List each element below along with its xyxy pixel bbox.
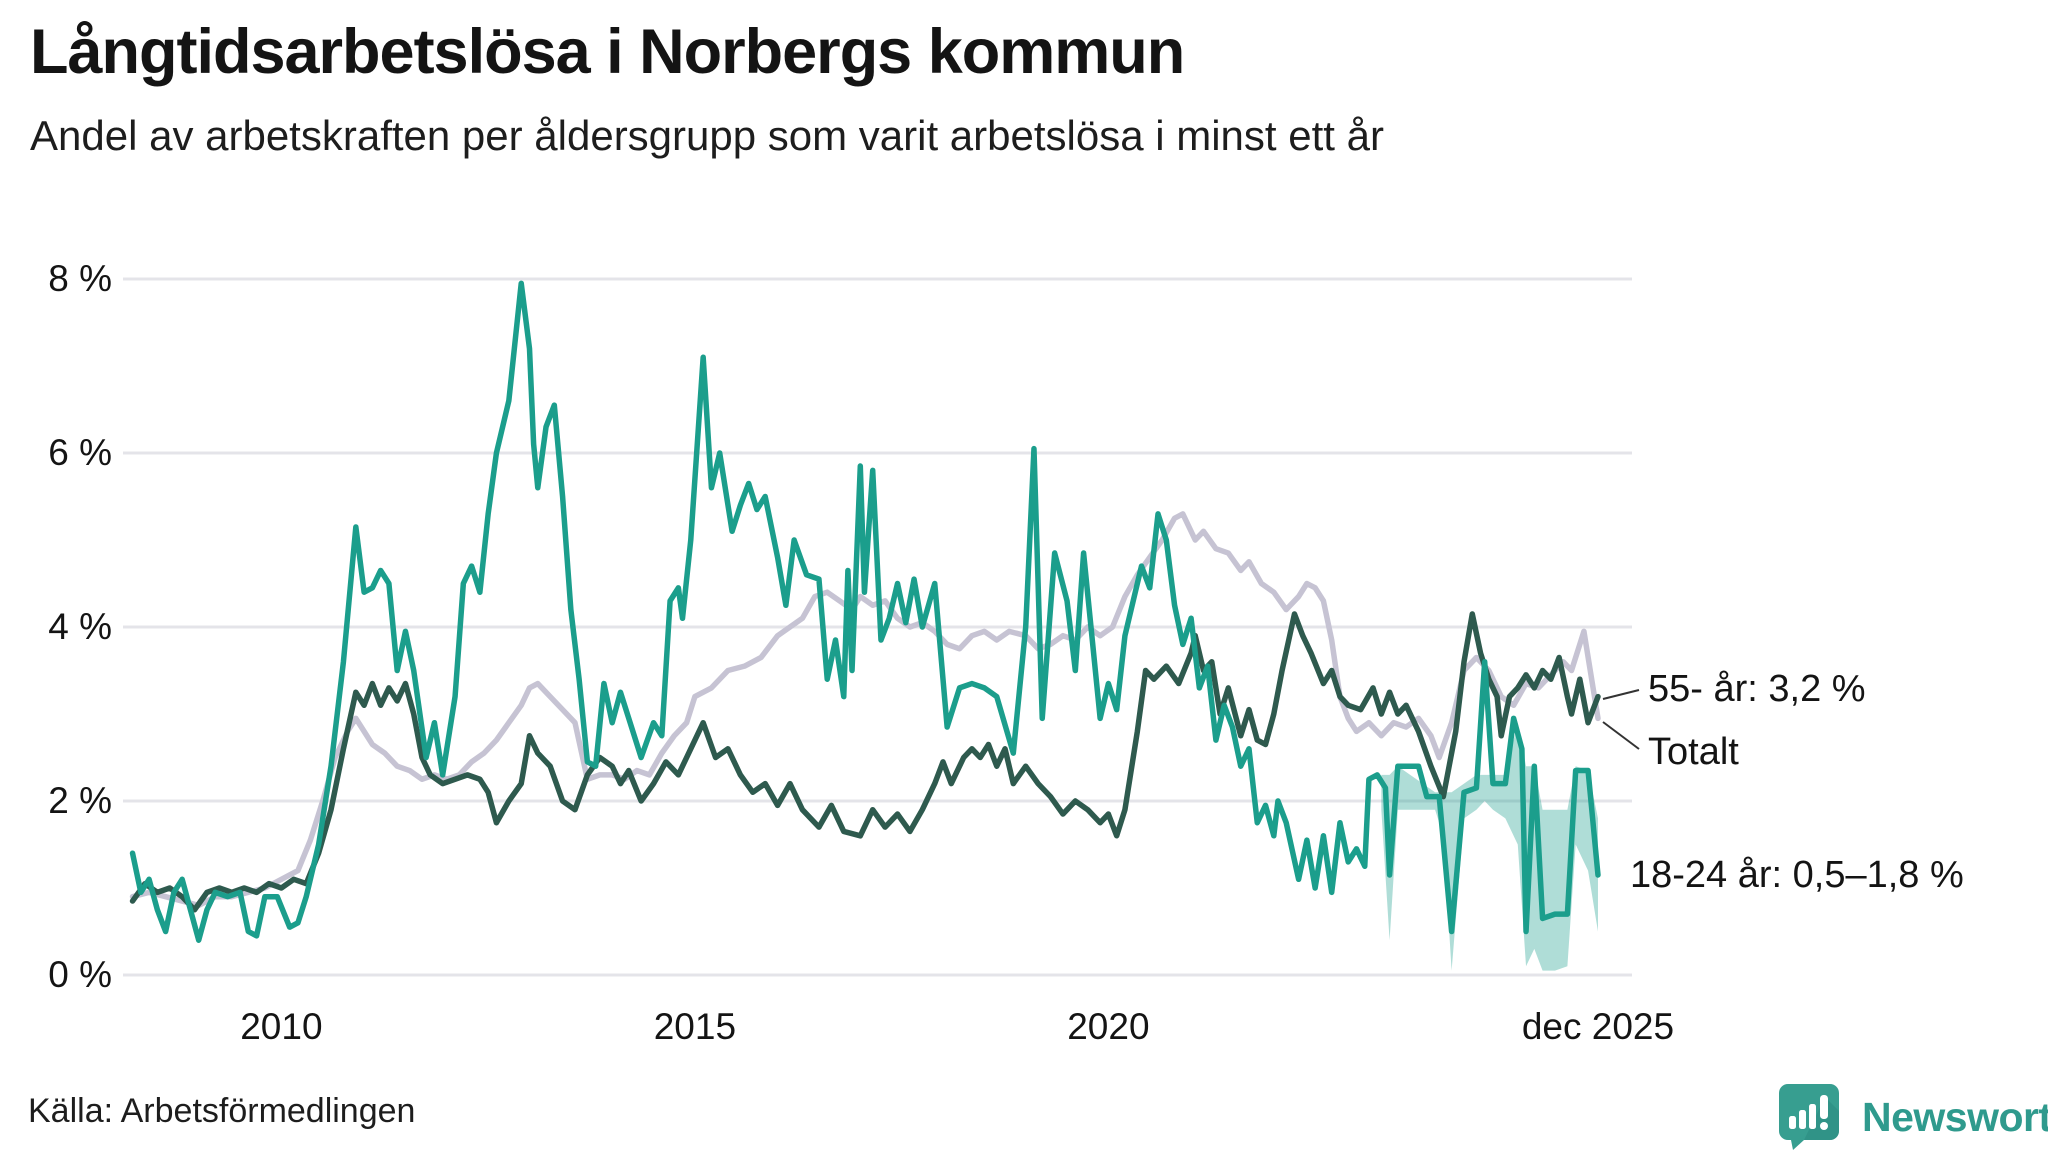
y-tick-label-4: 4 % — [48, 606, 112, 647]
y-tick-label-2: 2 % — [48, 780, 112, 821]
annotation-18-24-r: 18-24 år: 0,5–1,8 % — [1630, 853, 1964, 896]
series-line-55-r — [129, 611, 1601, 913]
x-tick-label-2020: 2020 — [1067, 1006, 1150, 1047]
x-tick-label-2010: 2010 — [240, 1006, 323, 1047]
source-credit: Källa: Arbetsförmedlingen — [28, 1092, 416, 1130]
annotation-totalt: Totalt — [1648, 731, 1739, 774]
chart-speech-bubble-icon — [1779, 1084, 1839, 1150]
chart-subtitle: Andel av arbetskraften per åldersgrupp s… — [30, 112, 1384, 159]
brand-name: Newsworthy — [1862, 1093, 2048, 1140]
y-tick-label-6: 6 % — [48, 432, 112, 473]
leader-55-ar — [1602, 689, 1640, 700]
leader-totalt — [1602, 721, 1640, 750]
y-tick-label-8: 8 % — [48, 258, 112, 299]
annotation-55-r: 55- år: 3,2 % — [1648, 667, 1866, 710]
page-title: Långtidsarbetslösa i Norbergs kommun — [30, 17, 1185, 87]
x-tick-label-2015: 2015 — [653, 1006, 737, 1047]
x-tick-label-dec-2025: dec 2025 — [1521, 1006, 1675, 1047]
series-line-18-24-r — [129, 280, 1601, 943]
brand-logo: Newsworthy — [1778, 1083, 2048, 1151]
y-tick-label-0: 0 % — [48, 954, 112, 995]
